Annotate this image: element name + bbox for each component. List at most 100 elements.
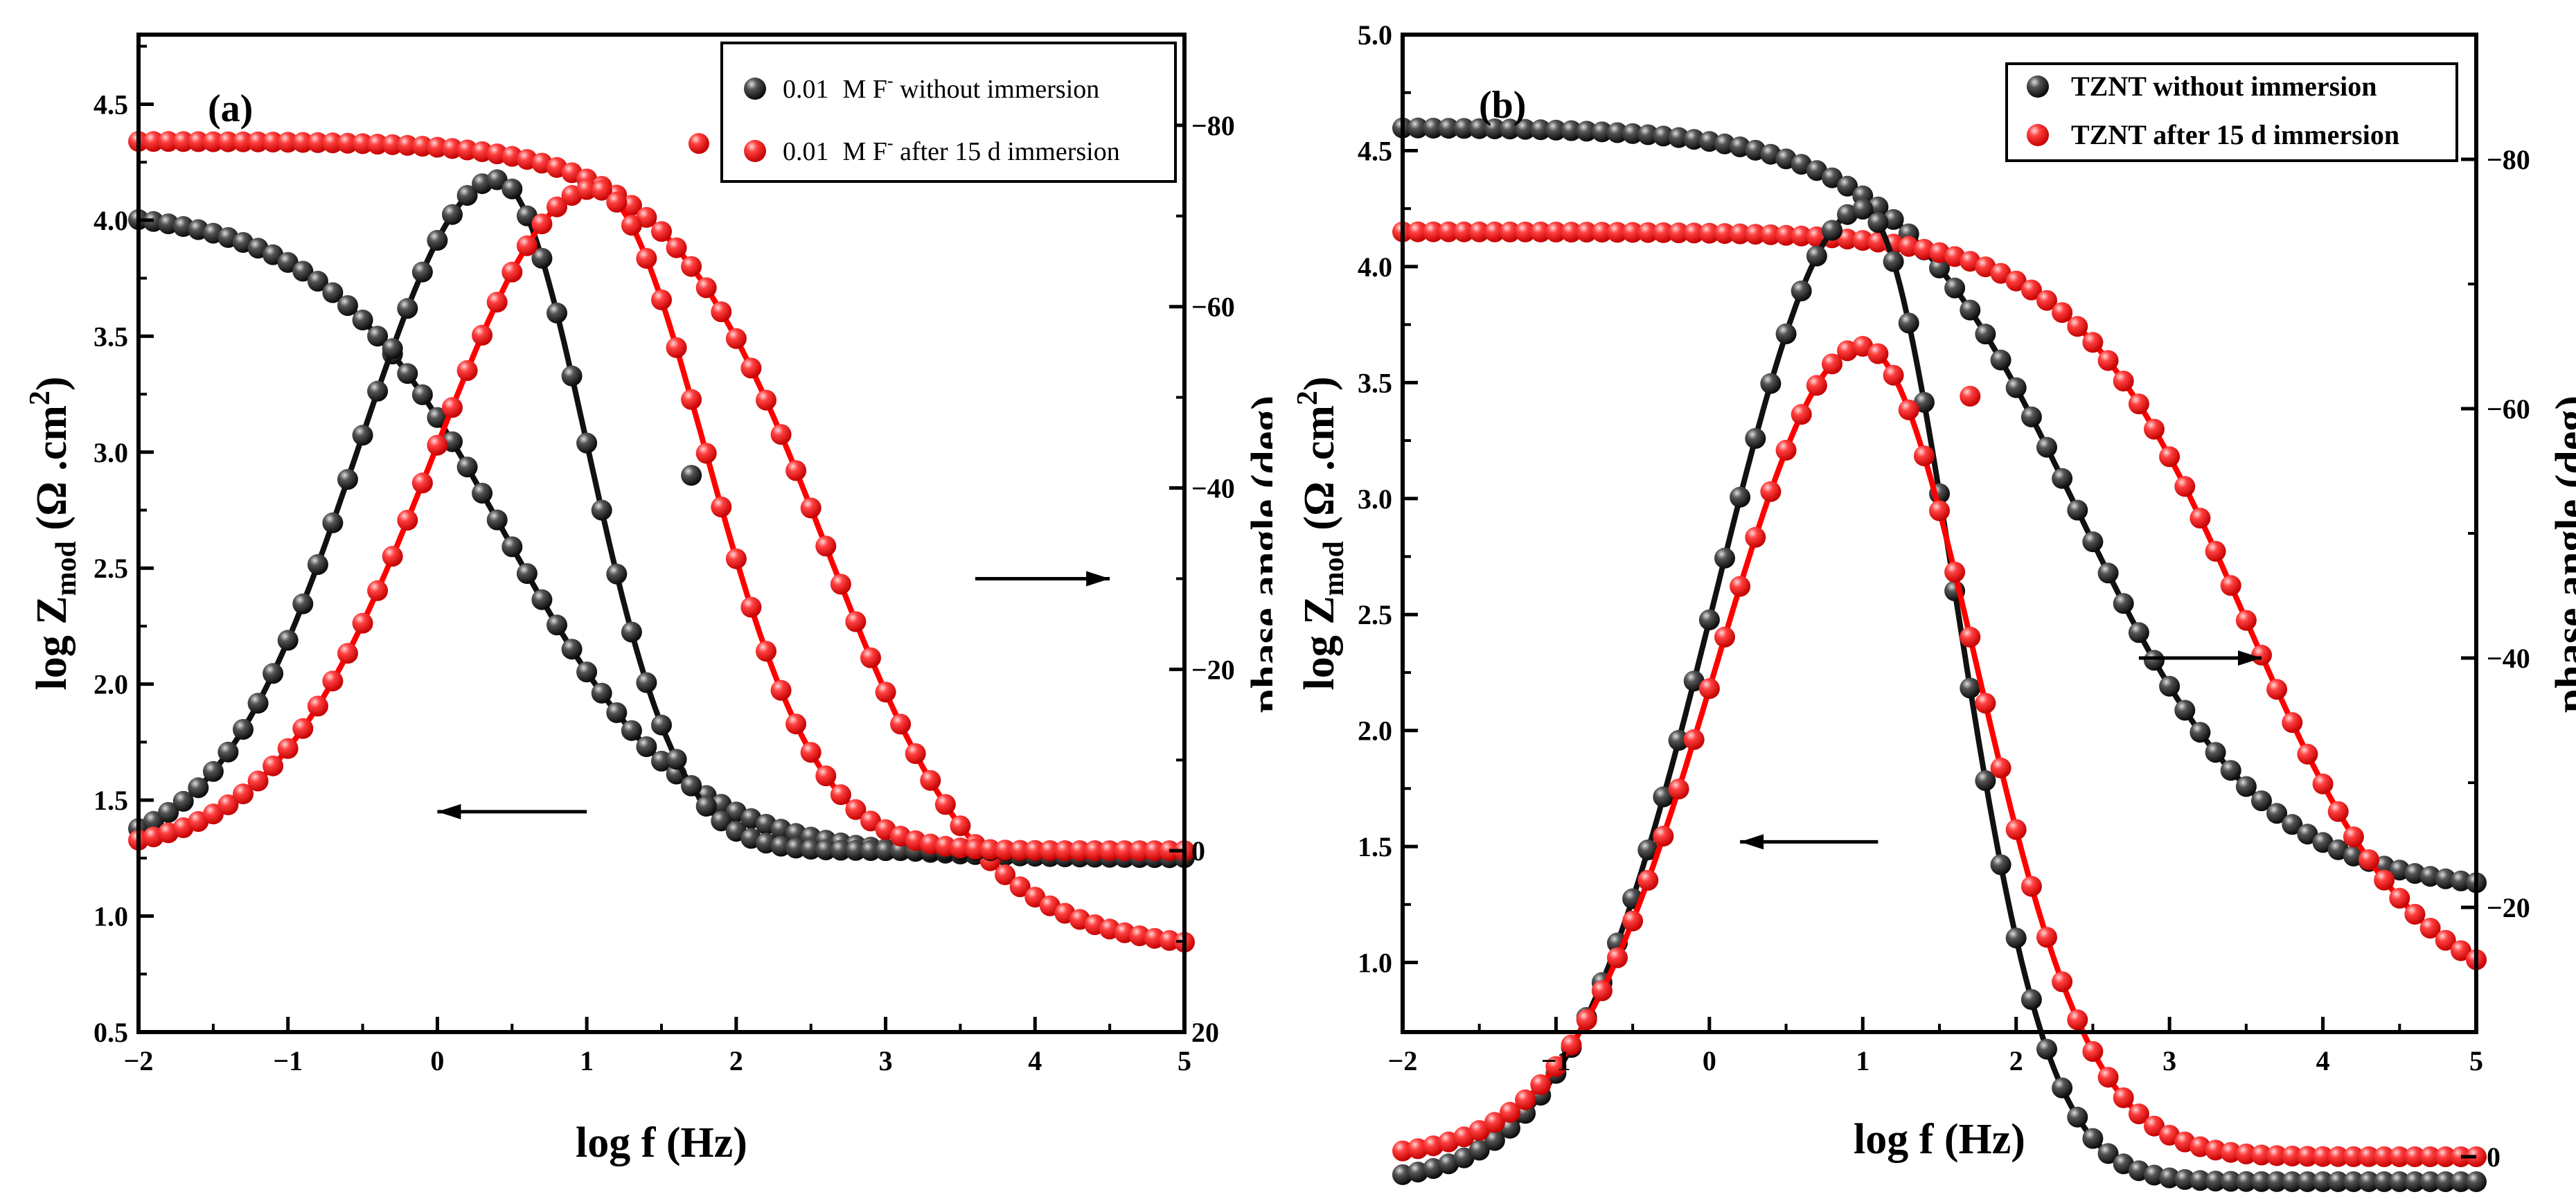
data-point [1407, 1138, 1429, 1160]
data-point [2374, 1171, 2395, 1192]
data-point [934, 794, 956, 815]
data-point [860, 840, 881, 861]
data-point [1668, 127, 1689, 148]
outlier-point [1960, 386, 1981, 407]
data-point [2220, 760, 2241, 781]
data-point [2450, 940, 2471, 961]
y-right-tick-label: −60 [1191, 292, 1235, 323]
data-point [1990, 263, 2011, 284]
data-point [247, 693, 269, 714]
data-point [367, 380, 389, 402]
data-point [352, 425, 373, 446]
data-point [2374, 1146, 2395, 1167]
data-point [695, 443, 717, 464]
x-tick-label: 1 [580, 1045, 594, 1076]
data-point [695, 277, 717, 299]
data-point [770, 424, 792, 445]
data-point [486, 169, 508, 190]
data-point [1837, 229, 1858, 250]
panel-b-y-axis-title: log Zmod (Ω .cm2) [1292, 376, 1350, 690]
data-point [2205, 540, 2226, 562]
data-point [711, 810, 732, 832]
data-point [2404, 1171, 2426, 1192]
y-left-tick-label: 5.0 [1358, 19, 1392, 51]
data-point [247, 770, 269, 792]
data-point [202, 761, 224, 782]
data-point [1944, 561, 1966, 583]
data-point [800, 839, 821, 860]
data-point [277, 630, 299, 651]
data-point [1530, 119, 1552, 141]
data-point [263, 132, 284, 153]
panel-a-axes: −2 −1 0 1 2 3 4 5 0.5 1.0 1.5 2.0 2.5 3.0 3.5 4.0 4.5 20 0… [94, 44, 1235, 1076]
x-tick-label: 1 [1856, 1045, 1869, 1076]
data-point [292, 593, 314, 614]
data-point [890, 713, 912, 735]
data-point [1637, 840, 1659, 860]
annotation-arrowhead [1086, 571, 1110, 587]
data-point [1990, 349, 2011, 371]
y-left-tick-label: 3.5 [1358, 367, 1392, 398]
panel-b-legend-box [2005, 62, 2458, 162]
data-point [337, 643, 358, 664]
y-left-tick-label: 4.0 [94, 205, 128, 236]
data-point [2435, 1146, 2456, 1167]
data-point [531, 589, 553, 610]
data-point [367, 326, 389, 347]
data-point [397, 363, 418, 384]
data-point [785, 713, 807, 735]
data-point [636, 672, 657, 693]
data-point [2205, 1139, 2226, 1161]
data-point [1898, 312, 1919, 334]
data-point [621, 215, 642, 236]
data-point [2144, 1115, 2165, 1137]
data-point [233, 783, 254, 805]
data-point [740, 596, 762, 618]
data-point [2343, 826, 2364, 848]
data-point [1791, 404, 1812, 425]
data-point [1576, 121, 1597, 142]
data-point [1530, 1074, 1552, 1095]
panel-a-series [128, 131, 1195, 953]
data-point [1500, 221, 1520, 242]
x-tick-label: −1 [1541, 1045, 1571, 1076]
data-point [1990, 854, 2011, 876]
data-point [636, 248, 657, 269]
data-point [547, 614, 567, 636]
annotation-arrowhead [437, 803, 461, 819]
data-point [2205, 1171, 2226, 1192]
data-point [1438, 118, 1459, 139]
data-point [382, 338, 403, 359]
panel-a-legend: 0.01 M F- without immersion 0.01 M F- afte… [720, 42, 1177, 183]
data-point [2235, 776, 2257, 797]
data-point [2266, 1145, 2288, 1166]
panel-a-legend-marker-black [744, 78, 766, 100]
data-point [307, 554, 328, 575]
data-point [2327, 1171, 2349, 1192]
data-point [2297, 743, 2318, 765]
data-point [1698, 222, 1720, 244]
data-point [1883, 251, 1904, 272]
series-fit-line [1403, 229, 2478, 962]
data-point [322, 512, 344, 533]
data-point [1944, 277, 1966, 299]
data-point [382, 546, 403, 567]
data-point [2435, 930, 2456, 951]
x-tick-label: 5 [2469, 1045, 2483, 1076]
data-point [2419, 1146, 2441, 1167]
y-right-tick-label: 0 [2487, 1142, 2501, 1173]
x-tick-label: 3 [2162, 1045, 2176, 1076]
data-point [1545, 1056, 1567, 1077]
data-point [1760, 481, 1782, 502]
data-point [576, 661, 598, 683]
data-point [725, 548, 747, 569]
data-point [1468, 221, 1490, 242]
data-point [800, 497, 821, 519]
data-point [547, 302, 567, 323]
data-point [2005, 927, 2027, 949]
data-point [1392, 1164, 1413, 1185]
data-point [2312, 773, 2334, 794]
data-point [1637, 124, 1659, 145]
data-point [2282, 1146, 2303, 1166]
data-point [770, 680, 792, 701]
